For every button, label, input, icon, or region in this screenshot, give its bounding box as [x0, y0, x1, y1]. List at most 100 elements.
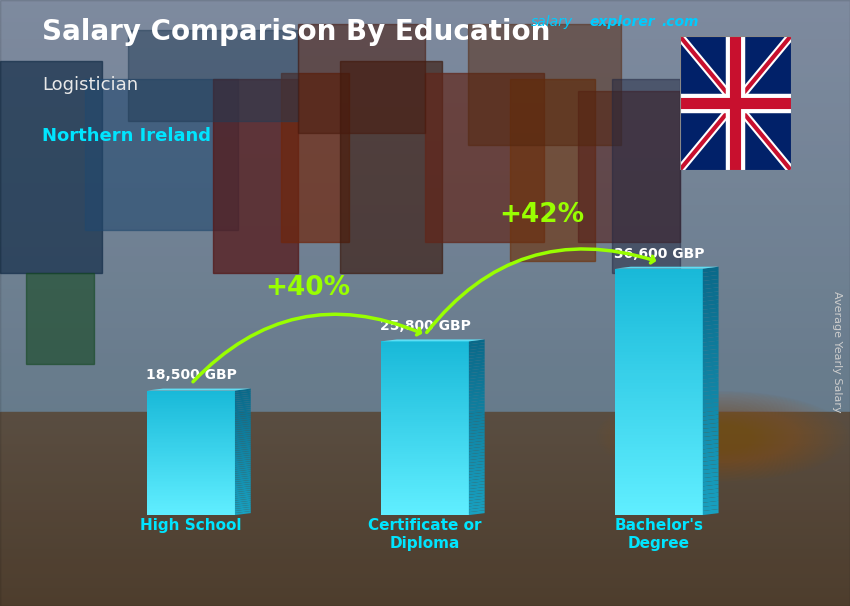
- Bar: [0, 4, 850, 8]
- Bar: [147, 478, 235, 479]
- Bar: [615, 395, 703, 398]
- Bar: [0, 499, 850, 501]
- Bar: [0, 604, 850, 606]
- Polygon shape: [703, 390, 718, 396]
- Bar: [0, 508, 850, 511]
- Bar: [0, 598, 850, 600]
- Bar: [381, 478, 469, 481]
- Polygon shape: [469, 473, 484, 478]
- Bar: [381, 450, 469, 452]
- Bar: [147, 484, 235, 485]
- Text: High School: High School: [140, 518, 242, 533]
- Bar: [615, 271, 703, 275]
- Bar: [0, 98, 850, 102]
- Bar: [0, 395, 850, 399]
- Polygon shape: [235, 465, 251, 470]
- Bar: [0, 413, 850, 416]
- Text: Certificate or
Diploma: Certificate or Diploma: [368, 518, 482, 551]
- Polygon shape: [235, 482, 251, 486]
- Bar: [615, 385, 703, 389]
- Bar: [615, 478, 703, 481]
- Bar: [0, 542, 850, 544]
- Polygon shape: [469, 403, 484, 408]
- Bar: [0, 425, 850, 428]
- Polygon shape: [469, 388, 484, 393]
- Bar: [381, 389, 469, 391]
- Bar: [0, 390, 850, 395]
- Polygon shape: [235, 474, 251, 478]
- Bar: [615, 281, 703, 284]
- Polygon shape: [469, 342, 484, 347]
- Polygon shape: [703, 419, 718, 425]
- Polygon shape: [469, 345, 484, 350]
- Polygon shape: [469, 365, 484, 370]
- Bar: [147, 400, 235, 401]
- Bar: [615, 447, 703, 450]
- Polygon shape: [235, 476, 251, 480]
- Polygon shape: [703, 423, 718, 429]
- Polygon shape: [469, 368, 484, 373]
- Polygon shape: [235, 494, 251, 499]
- Polygon shape: [703, 361, 718, 367]
- Polygon shape: [235, 451, 251, 455]
- Bar: [0, 0, 850, 4]
- Bar: [612, 79, 680, 273]
- Bar: [615, 493, 703, 497]
- Bar: [0, 322, 850, 327]
- Bar: [615, 315, 703, 318]
- Bar: [381, 454, 469, 456]
- Bar: [0, 536, 850, 538]
- Bar: [0, 255, 850, 259]
- Bar: [381, 444, 469, 445]
- Polygon shape: [235, 455, 251, 459]
- Bar: [0, 435, 850, 438]
- Bar: [381, 439, 469, 441]
- Bar: [381, 378, 469, 381]
- Bar: [0, 545, 850, 548]
- Bar: [147, 474, 235, 476]
- Bar: [381, 452, 469, 454]
- Bar: [147, 461, 235, 462]
- Polygon shape: [703, 271, 718, 277]
- Bar: [0, 411, 850, 414]
- Polygon shape: [703, 333, 718, 339]
- Polygon shape: [235, 407, 251, 411]
- Bar: [0, 271, 850, 276]
- Polygon shape: [381, 339, 484, 341]
- Bar: [0, 369, 850, 373]
- Polygon shape: [469, 380, 484, 385]
- Bar: [615, 318, 703, 321]
- Bar: [147, 447, 235, 448]
- Bar: [0, 495, 850, 498]
- Bar: [510, 79, 595, 261]
- Bar: [147, 394, 235, 395]
- Text: 36,600 GBP: 36,600 GBP: [614, 247, 704, 261]
- Bar: [0, 578, 850, 581]
- Bar: [0, 110, 850, 115]
- Polygon shape: [235, 395, 251, 399]
- Bar: [0, 584, 850, 587]
- Bar: [147, 464, 235, 465]
- Bar: [381, 433, 469, 435]
- Bar: [0, 132, 850, 136]
- Bar: [615, 327, 703, 330]
- Polygon shape: [235, 420, 251, 424]
- Bar: [212, 79, 298, 273]
- Bar: [0, 301, 850, 305]
- Polygon shape: [147, 388, 251, 390]
- Bar: [147, 436, 235, 438]
- Bar: [381, 415, 469, 418]
- Polygon shape: [703, 291, 718, 298]
- Bar: [0, 561, 850, 564]
- Bar: [615, 268, 703, 271]
- Bar: [147, 453, 235, 454]
- Bar: [615, 348, 703, 352]
- Bar: [0, 61, 102, 273]
- Bar: [147, 439, 235, 441]
- Bar: [0, 225, 850, 229]
- Bar: [381, 365, 469, 367]
- Polygon shape: [235, 409, 251, 413]
- Bar: [381, 344, 469, 345]
- Bar: [147, 397, 235, 398]
- Bar: [0, 246, 850, 250]
